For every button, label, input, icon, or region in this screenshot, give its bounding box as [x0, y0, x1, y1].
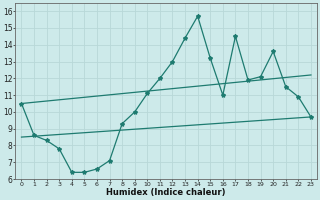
X-axis label: Humidex (Indice chaleur): Humidex (Indice chaleur) — [107, 188, 226, 197]
